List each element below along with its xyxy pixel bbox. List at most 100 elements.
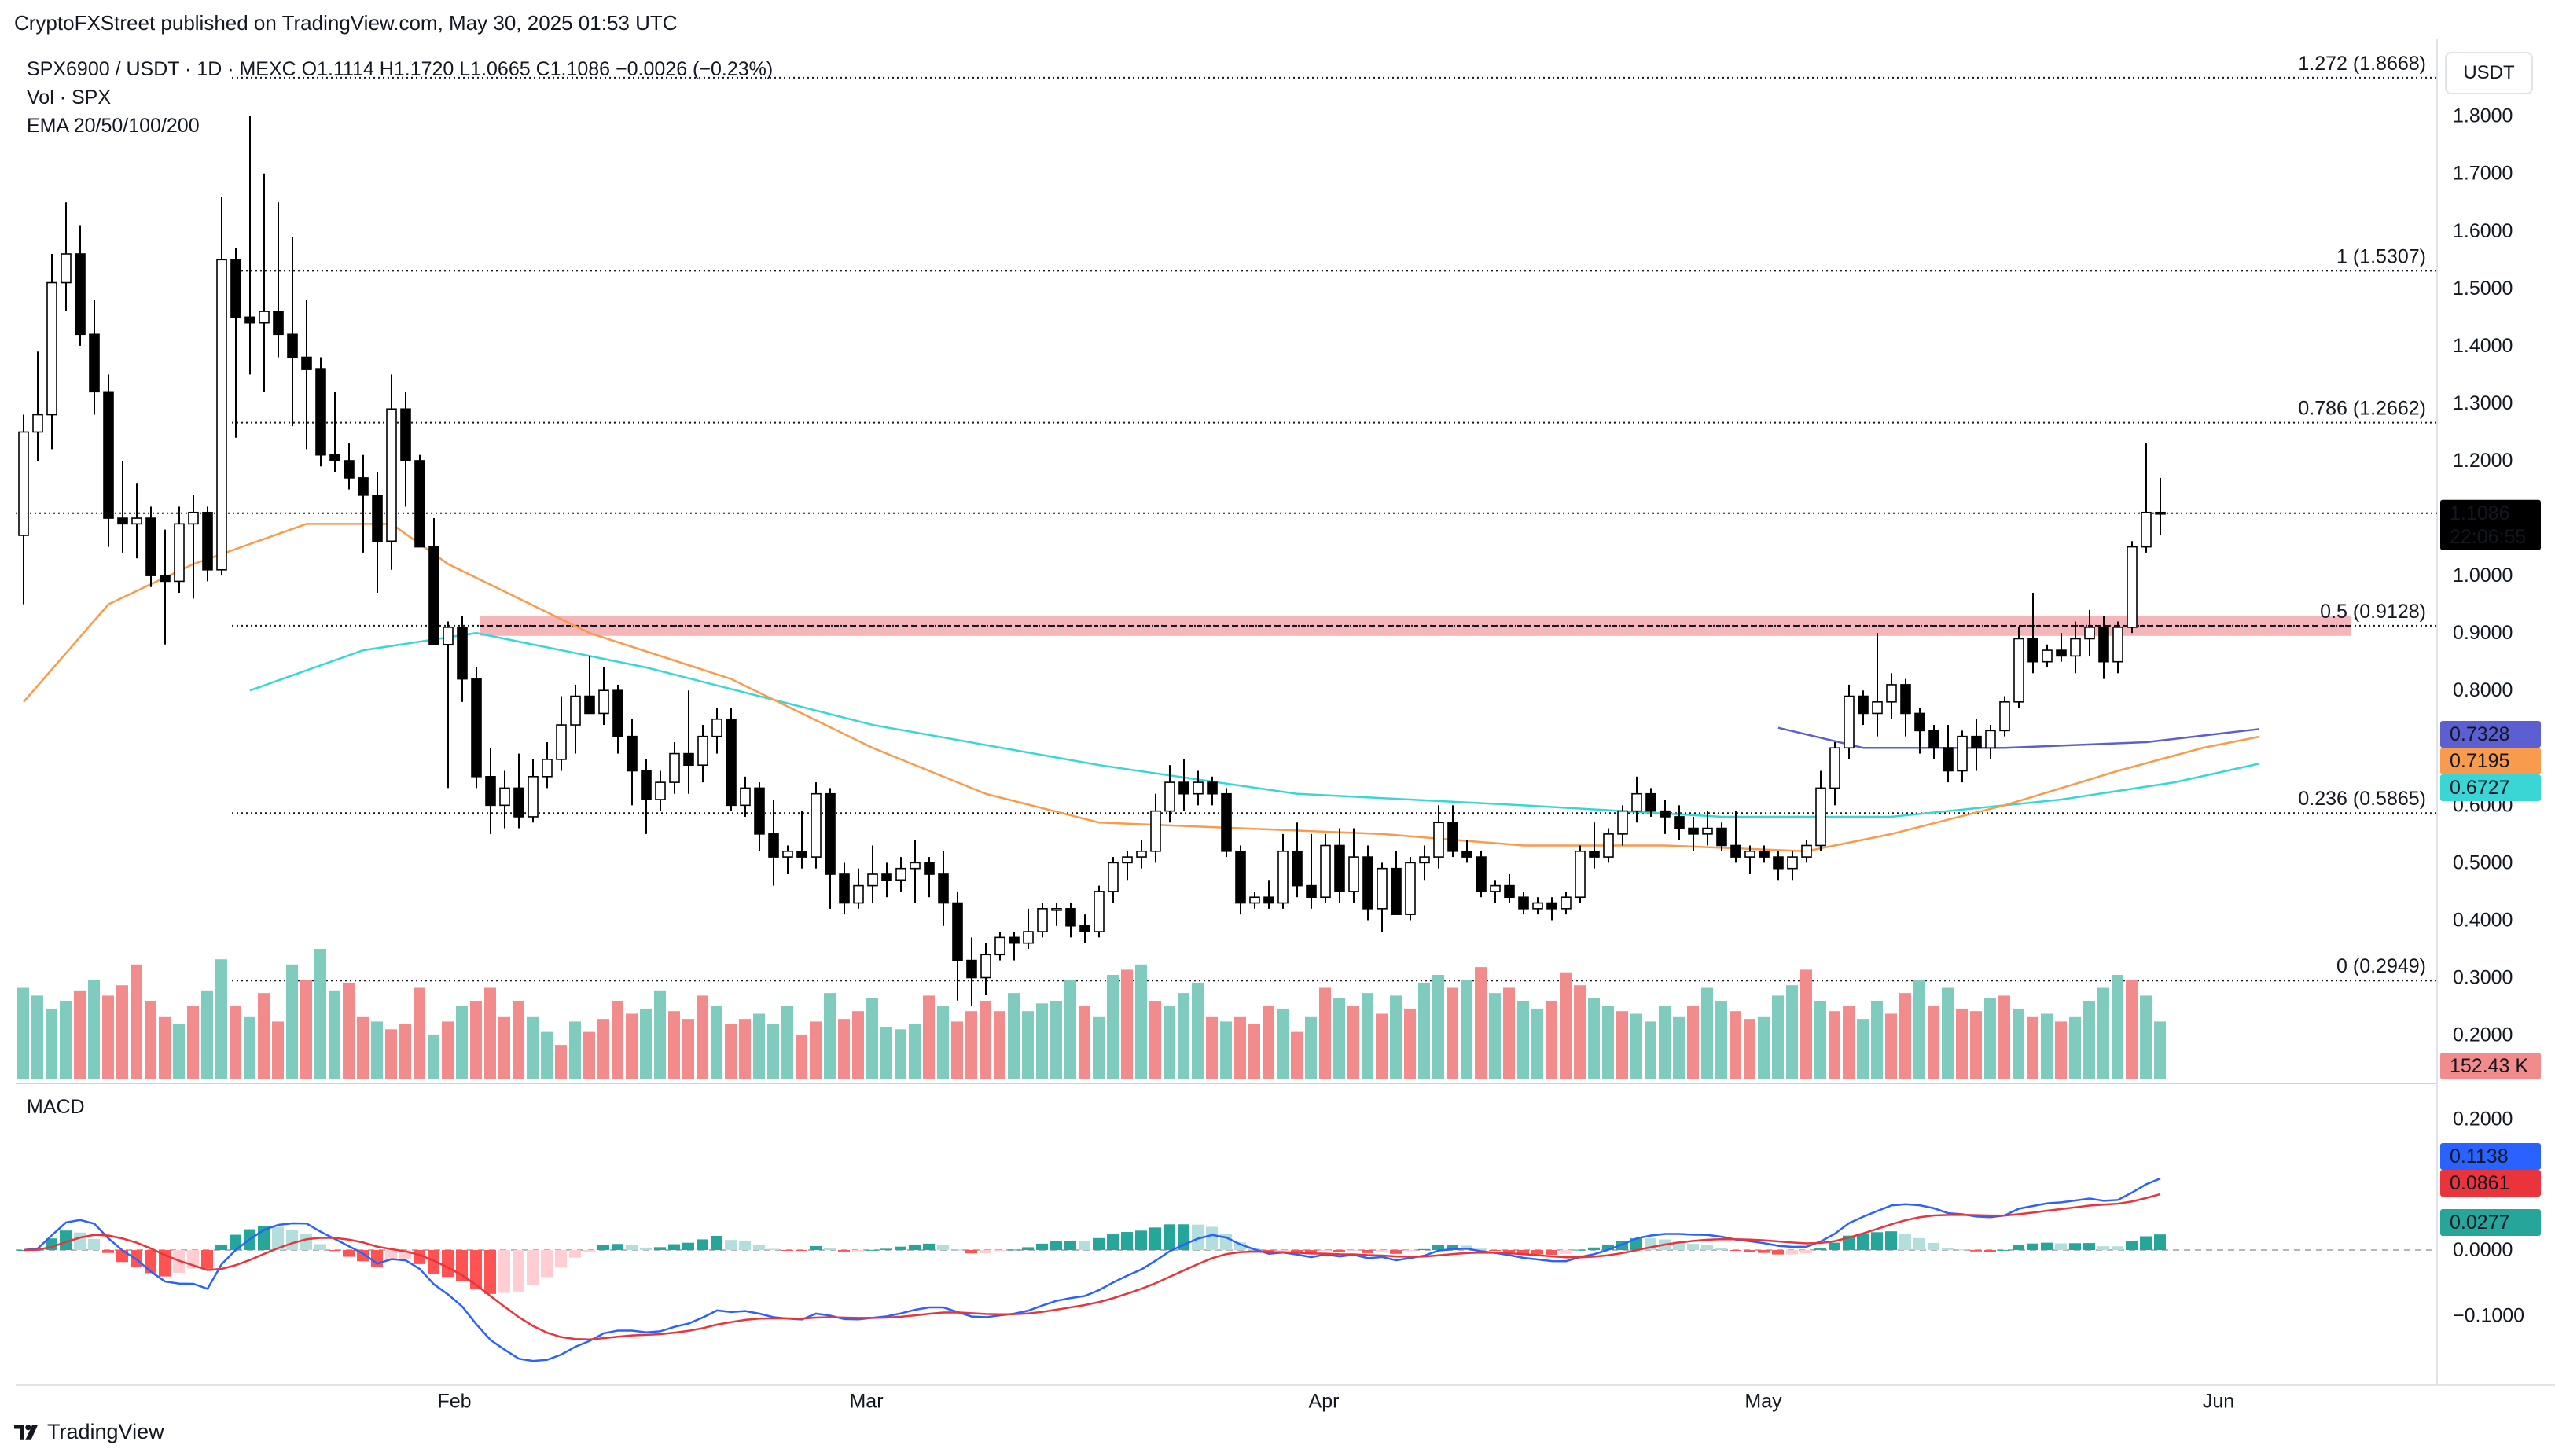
candle-body: [1136, 850, 1147, 858]
ema-value-badge-text: 0.7328: [2450, 723, 2509, 745]
ema20-line: [23, 523, 2260, 853]
volume-bar: [555, 1045, 567, 1079]
macd-histogram-bar: [697, 1239, 708, 1250]
candle-body: [103, 391, 114, 519]
macd-histogram-bar: [1744, 1250, 1755, 1252]
volume-bar: [1319, 987, 1331, 1079]
macd-histogram-bar: [215, 1245, 227, 1250]
volume-bar: [300, 980, 312, 1079]
candle-body: [1221, 792, 1232, 852]
chart-legend: SPX6900 / USDT · 1D · MEXC O1.1114 H1.17…: [27, 55, 773, 140]
candle-body: [641, 770, 652, 800]
macd-histogram-bar: [711, 1235, 722, 1250]
time-axis-label: Apr: [1309, 1391, 1340, 1413]
macd-histogram-bar: [1291, 1250, 1303, 1252]
price-tick-label: 0.4000: [2453, 909, 2513, 931]
candle-body: [1207, 781, 1218, 795]
macd-histogram-bar: [1404, 1250, 1416, 1252]
macd-histogram-bar: [1164, 1224, 1175, 1250]
ema-indicator-label[interactable]: EMA 20/50/100/200: [27, 115, 200, 137]
volume-bar: [725, 1024, 737, 1079]
volume-bar: [1135, 964, 1147, 1079]
macd-histogram-bar: [1687, 1244, 1699, 1250]
candle-body: [2042, 649, 2053, 663]
candle-body: [1263, 896, 1274, 904]
volume-bar: [272, 1021, 284, 1079]
macd-histogram-bar: [2154, 1234, 2166, 1250]
volume-bar: [697, 995, 708, 1079]
symbol-ohlc-line[interactable]: SPX6900 / USDT · 1D · MEXC O1.1114 H1.17…: [27, 58, 774, 80]
macd-histogram-bar: [1362, 1250, 1373, 1253]
volume-bar: [824, 993, 836, 1079]
volume-bar: [1899, 993, 1911, 1079]
macd-indicator-label[interactable]: MACD: [27, 1096, 85, 1118]
macd-histogram-bar: [1079, 1241, 1090, 1250]
macd-value-badge-text: 0.0277: [2450, 1211, 2509, 1234]
macd-histogram-bar: [1871, 1232, 1883, 1250]
macd-histogram-bar: [1022, 1247, 1034, 1250]
currency-unit-button[interactable]: USDT: [2445, 52, 2533, 94]
candle-body: [1009, 936, 1020, 944]
macd-histogram-bar: [1517, 1250, 1529, 1254]
macd-histogram-bar: [456, 1250, 468, 1281]
macd-histogram-bar: [1418, 1248, 1430, 1250]
macd-histogram-bar: [1772, 1250, 1784, 1255]
macd-histogram-bar: [781, 1250, 793, 1251]
candle-body: [1490, 884, 1501, 892]
candle-body: [542, 759, 553, 778]
candle-body: [1348, 856, 1359, 892]
ema-value-badge: [2440, 774, 2541, 801]
volume-bar: [1956, 1008, 1968, 1079]
candle-body: [853, 884, 864, 904]
ema100-line: [249, 631, 2260, 818]
candle-body: [1617, 810, 1628, 835]
price-tick-label: 0.8000: [2453, 679, 2513, 701]
price-tick-label: 0.3000: [2453, 967, 2513, 989]
macd-histogram-bar: [1376, 1250, 1388, 1252]
macd-histogram-bar: [923, 1243, 935, 1250]
volume-bar: [102, 995, 114, 1079]
tradingview-logo[interactable]: TradingView: [14, 1420, 164, 1444]
volume-bar: [414, 987, 425, 1079]
macd-histogram-bar: [1786, 1250, 1798, 1255]
volume-bar: [838, 1019, 850, 1079]
candle-body: [1815, 787, 1826, 847]
candle-body: [1065, 908, 1076, 927]
macd-line: [23, 1177, 2161, 1362]
candle-body: [924, 862, 935, 875]
candle-body: [726, 718, 737, 807]
candle-body: [457, 627, 468, 680]
volume-bar: [2055, 1021, 2067, 1079]
volume-bar: [1192, 982, 1204, 1079]
macd-histogram-bar: [739, 1241, 751, 1250]
macd-histogram-bar: [1758, 1250, 1770, 1253]
volume-bar: [1432, 975, 1444, 1079]
candle-body: [1108, 862, 1119, 892]
macd-histogram-bar: [2083, 1243, 2095, 1250]
macd-histogram-bar: [810, 1245, 822, 1250]
ema-value-badge: [2440, 748, 2541, 774]
ema-value-badge-text: 0.6727: [2450, 777, 2509, 799]
candle-body: [2112, 627, 2123, 663]
macd-histogram-bar: [767, 1248, 779, 1250]
candle-body: [1164, 781, 1175, 812]
volume-bar: [1149, 1001, 1161, 1079]
candle-body: [386, 408, 397, 542]
macd-histogram-bar: [102, 1250, 114, 1253]
volume-bar: [2154, 1021, 2166, 1079]
macd-value-badge-text: 0.0861: [2450, 1172, 2509, 1194]
candle-body: [1829, 747, 1840, 789]
ema-value-badge-text: 0.7195: [2450, 750, 2509, 772]
volume-indicator-label[interactable]: Vol · SPX: [27, 86, 111, 108]
candle-body: [344, 460, 355, 479]
macd-histogram-bar: [272, 1226, 284, 1250]
volume-bar: [60, 1001, 72, 1079]
volume-value-badge-text: 152.43 K: [2450, 1055, 2528, 1077]
candle-body: [1150, 810, 1161, 852]
macd-histogram-bar: [654, 1247, 666, 1250]
candle-body: [1023, 931, 1034, 944]
price-tick-label: 1.5000: [2453, 278, 2513, 300]
macd-histogram-bar: [951, 1249, 963, 1251]
candle-body: [216, 259, 227, 571]
